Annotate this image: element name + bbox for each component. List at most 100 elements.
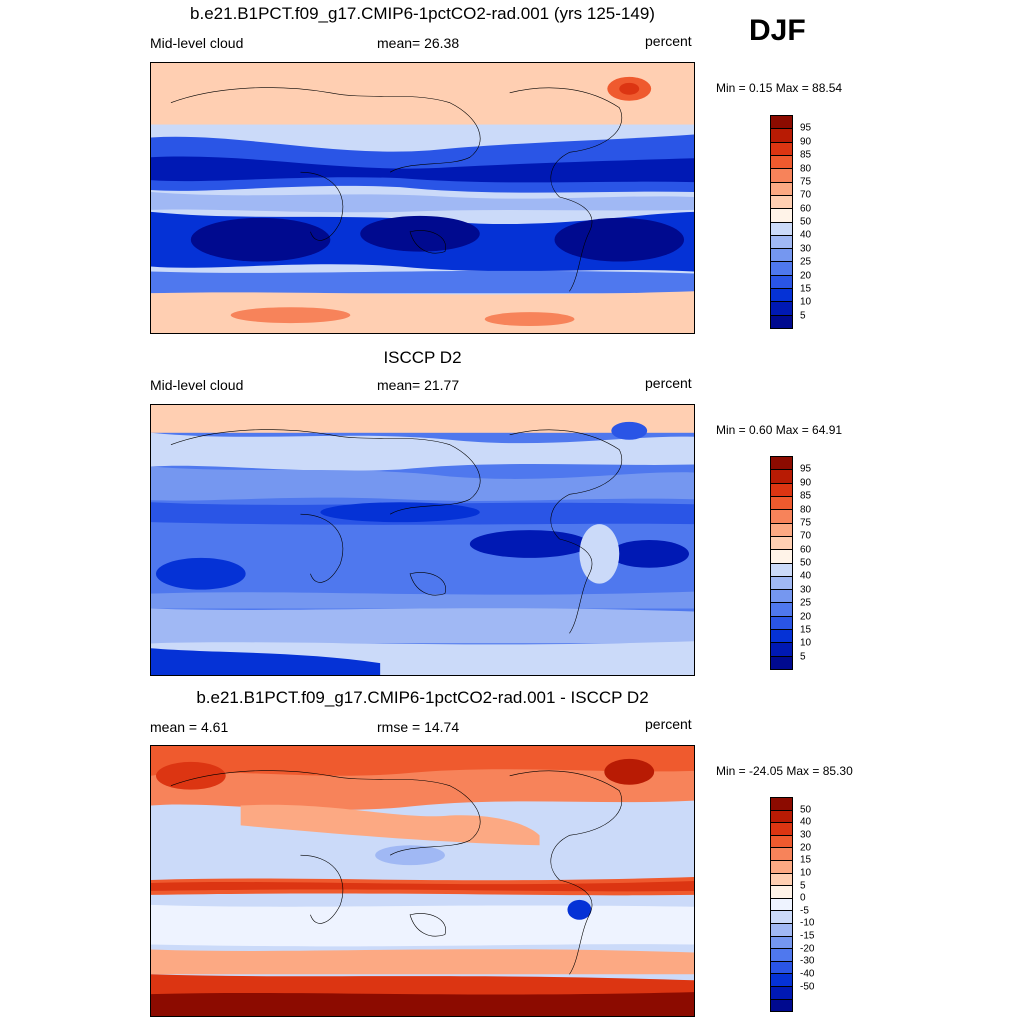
colorbar-label: 95 <box>800 122 812 134</box>
colorbar-label: 40 <box>800 816 812 828</box>
colorbar-swatch <box>771 898 792 912</box>
colorbar-swatch <box>771 656 792 669</box>
colorbar-swatch <box>771 860 792 874</box>
panel-3-map <box>150 745 695 1017</box>
colorbar-swatch <box>771 576 792 591</box>
colorbar-label: 85 <box>800 149 812 161</box>
colorbar-label: 30 <box>800 243 812 255</box>
colorbar-label: 40 <box>800 570 812 582</box>
colorbar-swatch <box>771 315 792 328</box>
colorbar-swatch <box>771 848 792 861</box>
panel-1-variable-label: Mid-level cloud <box>150 35 244 51</box>
colorbar-swatch <box>771 169 792 183</box>
colorbar-label: 70 <box>800 189 812 201</box>
colorbar-swatch <box>771 235 792 250</box>
colorbar-swatch <box>771 142 792 156</box>
colorbar-label: 5 <box>800 880 806 892</box>
panel-1-colorbar <box>770 115 793 329</box>
panel-1-title: b.e21.B1PCT.f09_g17.CMIP6-1pctCO2-rad.00… <box>190 4 655 23</box>
colorbar-label: 25 <box>800 256 812 268</box>
colorbar-label: 5 <box>800 651 806 663</box>
colorbar-label: 50 <box>800 804 812 816</box>
colorbar-swatch <box>771 949 792 962</box>
colorbar-label: 50 <box>800 216 812 228</box>
colorbar-swatch <box>771 643 792 657</box>
colorbar-swatch <box>771 457 792 471</box>
colorbar-swatch <box>771 873 792 887</box>
panel-3-mean-label: mean = 4.61 <box>150 719 229 735</box>
colorbar-swatch <box>771 835 792 849</box>
colorbar-swatch <box>771 550 792 564</box>
colorbar-label: 20 <box>800 270 812 281</box>
colorbar-label: 5 <box>800 310 806 322</box>
colorbar-swatch <box>771 923 792 937</box>
colorbar-label: 80 <box>800 163 812 174</box>
colorbar-swatch <box>771 483 792 497</box>
colorbar-swatch <box>771 262 792 276</box>
colorbar-label: 70 <box>800 530 812 542</box>
colorbar-swatch <box>771 798 792 811</box>
colorbar-label: 40 <box>800 229 812 241</box>
colorbar-label: 15 <box>800 854 812 866</box>
colorbar-swatch <box>771 823 792 836</box>
colorbar-label: -5 <box>800 905 809 917</box>
colorbar-swatch <box>771 523 792 537</box>
colorbar-swatch <box>771 510 792 524</box>
colorbar-label: 25 <box>800 597 812 609</box>
colorbar-swatch <box>771 590 792 604</box>
colorbar-swatch <box>771 810 792 824</box>
panel-2-title: ISCCP D2 <box>383 348 462 367</box>
colorbar-label: 0 <box>800 892 806 904</box>
colorbar-label: -40 <box>800 968 815 980</box>
panel-1-units-label: percent <box>645 33 692 49</box>
colorbar-swatch <box>771 986 792 1000</box>
colorbar-label: 80 <box>800 504 812 515</box>
colorbar-swatch <box>771 209 792 223</box>
panel-2-units-label: percent <box>645 375 692 391</box>
panel-2-colorbar <box>770 456 793 670</box>
colorbar-label: 30 <box>800 584 812 596</box>
panel-3-minmax: Min = -24.05 Max = 85.30 <box>716 764 853 778</box>
panel-2-minmax: Min = 0.60 Max = 64.91 <box>716 423 843 437</box>
colorbar-swatch <box>771 886 792 899</box>
colorbar-label: 20 <box>800 842 812 854</box>
colorbar-swatch <box>771 999 792 1012</box>
colorbar-swatch <box>771 289 792 303</box>
panel-3-units-label: percent <box>645 716 692 732</box>
colorbar-label: -50 <box>800 981 815 993</box>
colorbar-swatch <box>771 470 792 484</box>
panel-2-map <box>150 404 695 676</box>
colorbar-label: 60 <box>800 544 812 556</box>
colorbar-swatch <box>771 275 792 290</box>
panel-2-mean-label: mean= 21.77 <box>377 377 460 393</box>
colorbar-swatch <box>771 182 792 196</box>
colorbar-swatch <box>771 116 792 130</box>
colorbar-swatch <box>771 249 792 263</box>
panel-1-minmax: Min = 0.15 Max = 88.54 <box>716 81 843 95</box>
panel-3-title: b.e21.B1PCT.f09_g17.CMIP6-1pctCO2-rad.00… <box>196 688 649 707</box>
colorbar-label: 15 <box>800 283 812 295</box>
colorbar-swatch <box>771 563 792 577</box>
colorbar-label: 30 <box>800 829 812 841</box>
colorbar-swatch <box>771 536 792 551</box>
panel-3-colorbar <box>770 797 793 1012</box>
colorbar-label: 85 <box>800 490 812 502</box>
colorbar-label: 90 <box>800 136 812 148</box>
colorbar-label: 10 <box>800 296 812 308</box>
colorbar-label: 10 <box>800 637 812 649</box>
colorbar-swatch <box>771 603 792 617</box>
panel-3-rmse-label: rmse = 14.74 <box>377 719 460 735</box>
season-label: DJF <box>749 14 806 47</box>
colorbar-swatch <box>771 155 792 170</box>
colorbar-label: -30 <box>800 955 815 967</box>
colorbar-swatch <box>771 961 792 975</box>
panel-1-map <box>150 62 695 334</box>
colorbar-swatch <box>771 302 792 316</box>
colorbar-swatch <box>771 974 792 987</box>
colorbar-label: 20 <box>800 611 812 622</box>
colorbar-swatch <box>771 195 792 210</box>
panel-1-mean-label: mean= 26.38 <box>377 35 460 51</box>
colorbar-label: 10 <box>800 867 812 879</box>
colorbar-swatch <box>771 911 792 924</box>
colorbar-label: -20 <box>800 943 815 955</box>
